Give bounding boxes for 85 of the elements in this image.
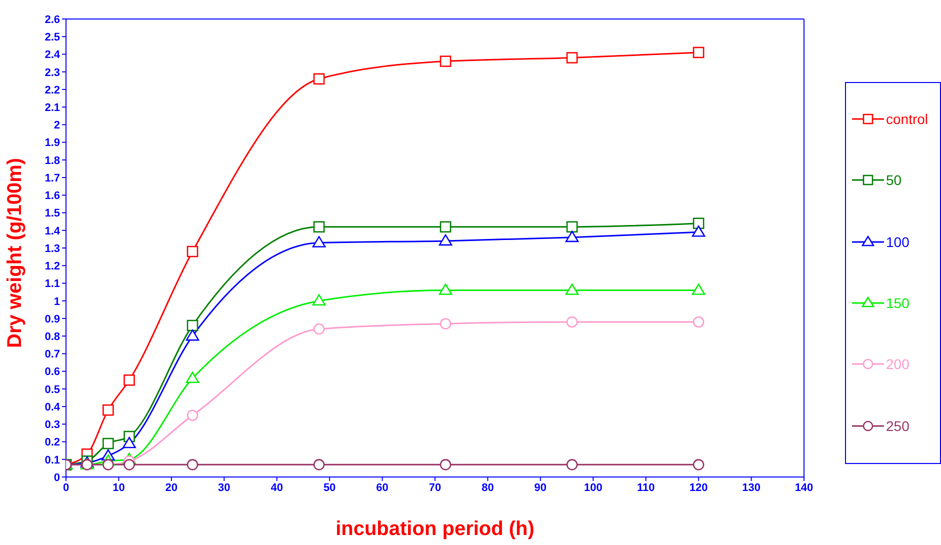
point xyxy=(186,320,198,332)
x-tick-label: 10 xyxy=(112,482,125,494)
point xyxy=(124,459,135,470)
y-tick-label: 0.8 xyxy=(44,330,60,343)
y-tick-label: 0 xyxy=(54,472,60,484)
point xyxy=(313,221,325,233)
point xyxy=(566,459,578,470)
point xyxy=(313,323,325,335)
point xyxy=(692,316,704,328)
y-tick-label: 0.2 xyxy=(44,436,60,449)
y-tick-label: 2.5 xyxy=(44,32,60,44)
y-tick-label: 1.6 xyxy=(44,190,60,202)
x-tick-label: 60 xyxy=(376,482,388,494)
y-tick-label: 2.4 xyxy=(44,49,61,62)
point xyxy=(438,284,452,295)
point xyxy=(313,73,325,85)
y-tick-label: 0.5 xyxy=(44,384,60,396)
x-tick-label: 70 xyxy=(428,482,442,494)
point xyxy=(565,284,579,295)
y-tick-label: 2.2 xyxy=(44,84,60,96)
point xyxy=(186,459,198,470)
point xyxy=(440,318,452,330)
x-tick-label: 0 xyxy=(62,482,70,494)
point xyxy=(312,294,326,306)
y-tick-label: 1.7 xyxy=(44,172,60,184)
point xyxy=(186,372,200,384)
point xyxy=(440,459,452,470)
point xyxy=(313,459,325,470)
legend-label: 250 xyxy=(886,418,910,434)
y-tick-label: 0.6 xyxy=(44,366,60,378)
legend-label: 50 xyxy=(886,172,902,188)
point xyxy=(692,46,704,58)
x-tick-label: 120 xyxy=(689,482,708,494)
y-tick-label: 0.7 xyxy=(44,348,60,361)
x-tick-label: 140 xyxy=(794,482,814,494)
x-tick-label: 100 xyxy=(584,482,602,494)
x-axis-title: incubation period (h) xyxy=(336,518,534,540)
y-axis-title: Dry weight (g/100m) xyxy=(4,158,26,348)
point xyxy=(440,221,452,233)
point xyxy=(692,218,704,229)
point xyxy=(102,404,114,416)
point xyxy=(122,436,136,448)
y-tick-label: 1.5 xyxy=(44,208,60,220)
x-tick-label: 50 xyxy=(323,482,336,494)
x-tick-label: 90 xyxy=(534,482,547,494)
x-tick-label: 40 xyxy=(270,482,283,494)
x-tick-label: 110 xyxy=(636,482,655,494)
legend-label: 100 xyxy=(886,234,910,250)
point xyxy=(566,221,578,233)
point xyxy=(102,438,114,450)
legend-label: 200 xyxy=(886,356,910,372)
y-tick-label: 2.3 xyxy=(44,66,60,79)
point xyxy=(186,410,198,421)
legend-label: control xyxy=(886,111,928,128)
y-tick-label: 1.2 xyxy=(44,260,60,273)
point xyxy=(692,225,706,237)
y-tick-label: 1.9 xyxy=(44,137,60,150)
point xyxy=(438,234,452,246)
y-tick-label: 2.1 xyxy=(44,102,60,114)
point xyxy=(565,230,579,242)
x-tick-label: 80 xyxy=(482,482,494,494)
point xyxy=(692,459,704,470)
y-tick-label: 1.8 xyxy=(44,154,60,167)
point xyxy=(312,236,326,248)
point xyxy=(186,246,198,258)
y-tick-label: 2 xyxy=(54,120,60,132)
x-tick-label: 130 xyxy=(742,482,760,494)
x-tick-label: 30 xyxy=(218,482,230,494)
point xyxy=(566,52,578,64)
y-tick-label: 0.1 xyxy=(44,454,60,466)
point xyxy=(124,374,135,386)
y-tick-label: 1.3 xyxy=(44,242,60,255)
legend-label: 150 xyxy=(886,295,910,312)
point xyxy=(186,329,200,341)
y-tick-label: 0.3 xyxy=(44,419,60,432)
y-tick-label: 0.9 xyxy=(44,313,60,326)
y-tick-label: 1 xyxy=(54,296,60,308)
point xyxy=(566,316,578,328)
y-tick-label: 1.1 xyxy=(44,278,60,290)
y-tick-label: 2.6 xyxy=(44,14,60,26)
y-tick-label: 0.4 xyxy=(44,401,61,414)
point xyxy=(692,284,706,295)
y-tick-label: 1.4 xyxy=(44,225,61,238)
x-tick-label: 20 xyxy=(165,482,178,494)
point xyxy=(440,56,452,67)
